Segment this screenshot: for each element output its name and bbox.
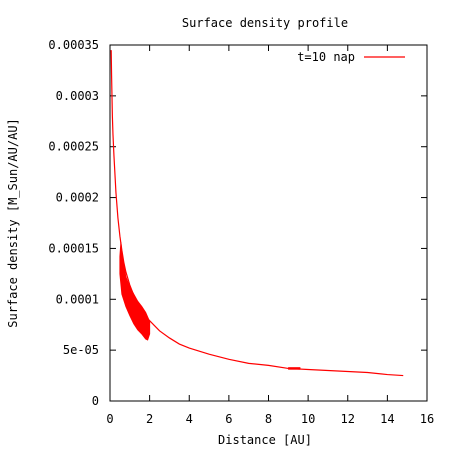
x-tick-label: 8 — [265, 412, 272, 426]
y-tick-label: 5e-05 — [63, 343, 99, 357]
x-tick-label: 14 — [380, 412, 394, 426]
x-tick-label: 4 — [186, 412, 193, 426]
y-tick-label: 0.0001 — [56, 292, 99, 306]
series-layer — [110, 50, 404, 377]
x-tick-label: 12 — [341, 412, 355, 426]
legend-label: t=10 nap — [297, 50, 355, 64]
x-tick-label: 2 — [146, 412, 153, 426]
y-tick-label: 0.00015 — [48, 241, 99, 255]
x-tick-labels: 0 2 4 6 8 10 12 14 16 — [106, 412, 434, 426]
x-tick-label: 16 — [420, 412, 434, 426]
series-oscillation-band — [119, 242, 151, 341]
y-tick-labels: 0 5e-05 0.0001 0.00015 0.0002 0.00025 0.0003 0.… — [48, 38, 99, 408]
x-tick-label: 6 — [225, 412, 232, 426]
chart-title: Surface density profile — [182, 16, 348, 30]
plot-frame — [109, 44, 428, 402]
x-tick-label: 0 — [106, 412, 113, 426]
y-tick-label: 0.00035 — [48, 38, 99, 52]
y-tick-label: 0.0003 — [56, 89, 99, 103]
legend: t=10 nap — [297, 50, 405, 64]
series-oscillation-blip — [288, 367, 301, 370]
y-axis-label: Surface density [M_Sun/AU/AU] — [6, 118, 20, 328]
y-tick-label: 0.00025 — [48, 140, 99, 154]
x-axis-label: Distance [AU] — [218, 433, 312, 447]
x-tick-label: 10 — [301, 412, 315, 426]
y-tick-label: 0 — [92, 394, 99, 408]
y-tick-label: 0.0002 — [56, 191, 99, 205]
